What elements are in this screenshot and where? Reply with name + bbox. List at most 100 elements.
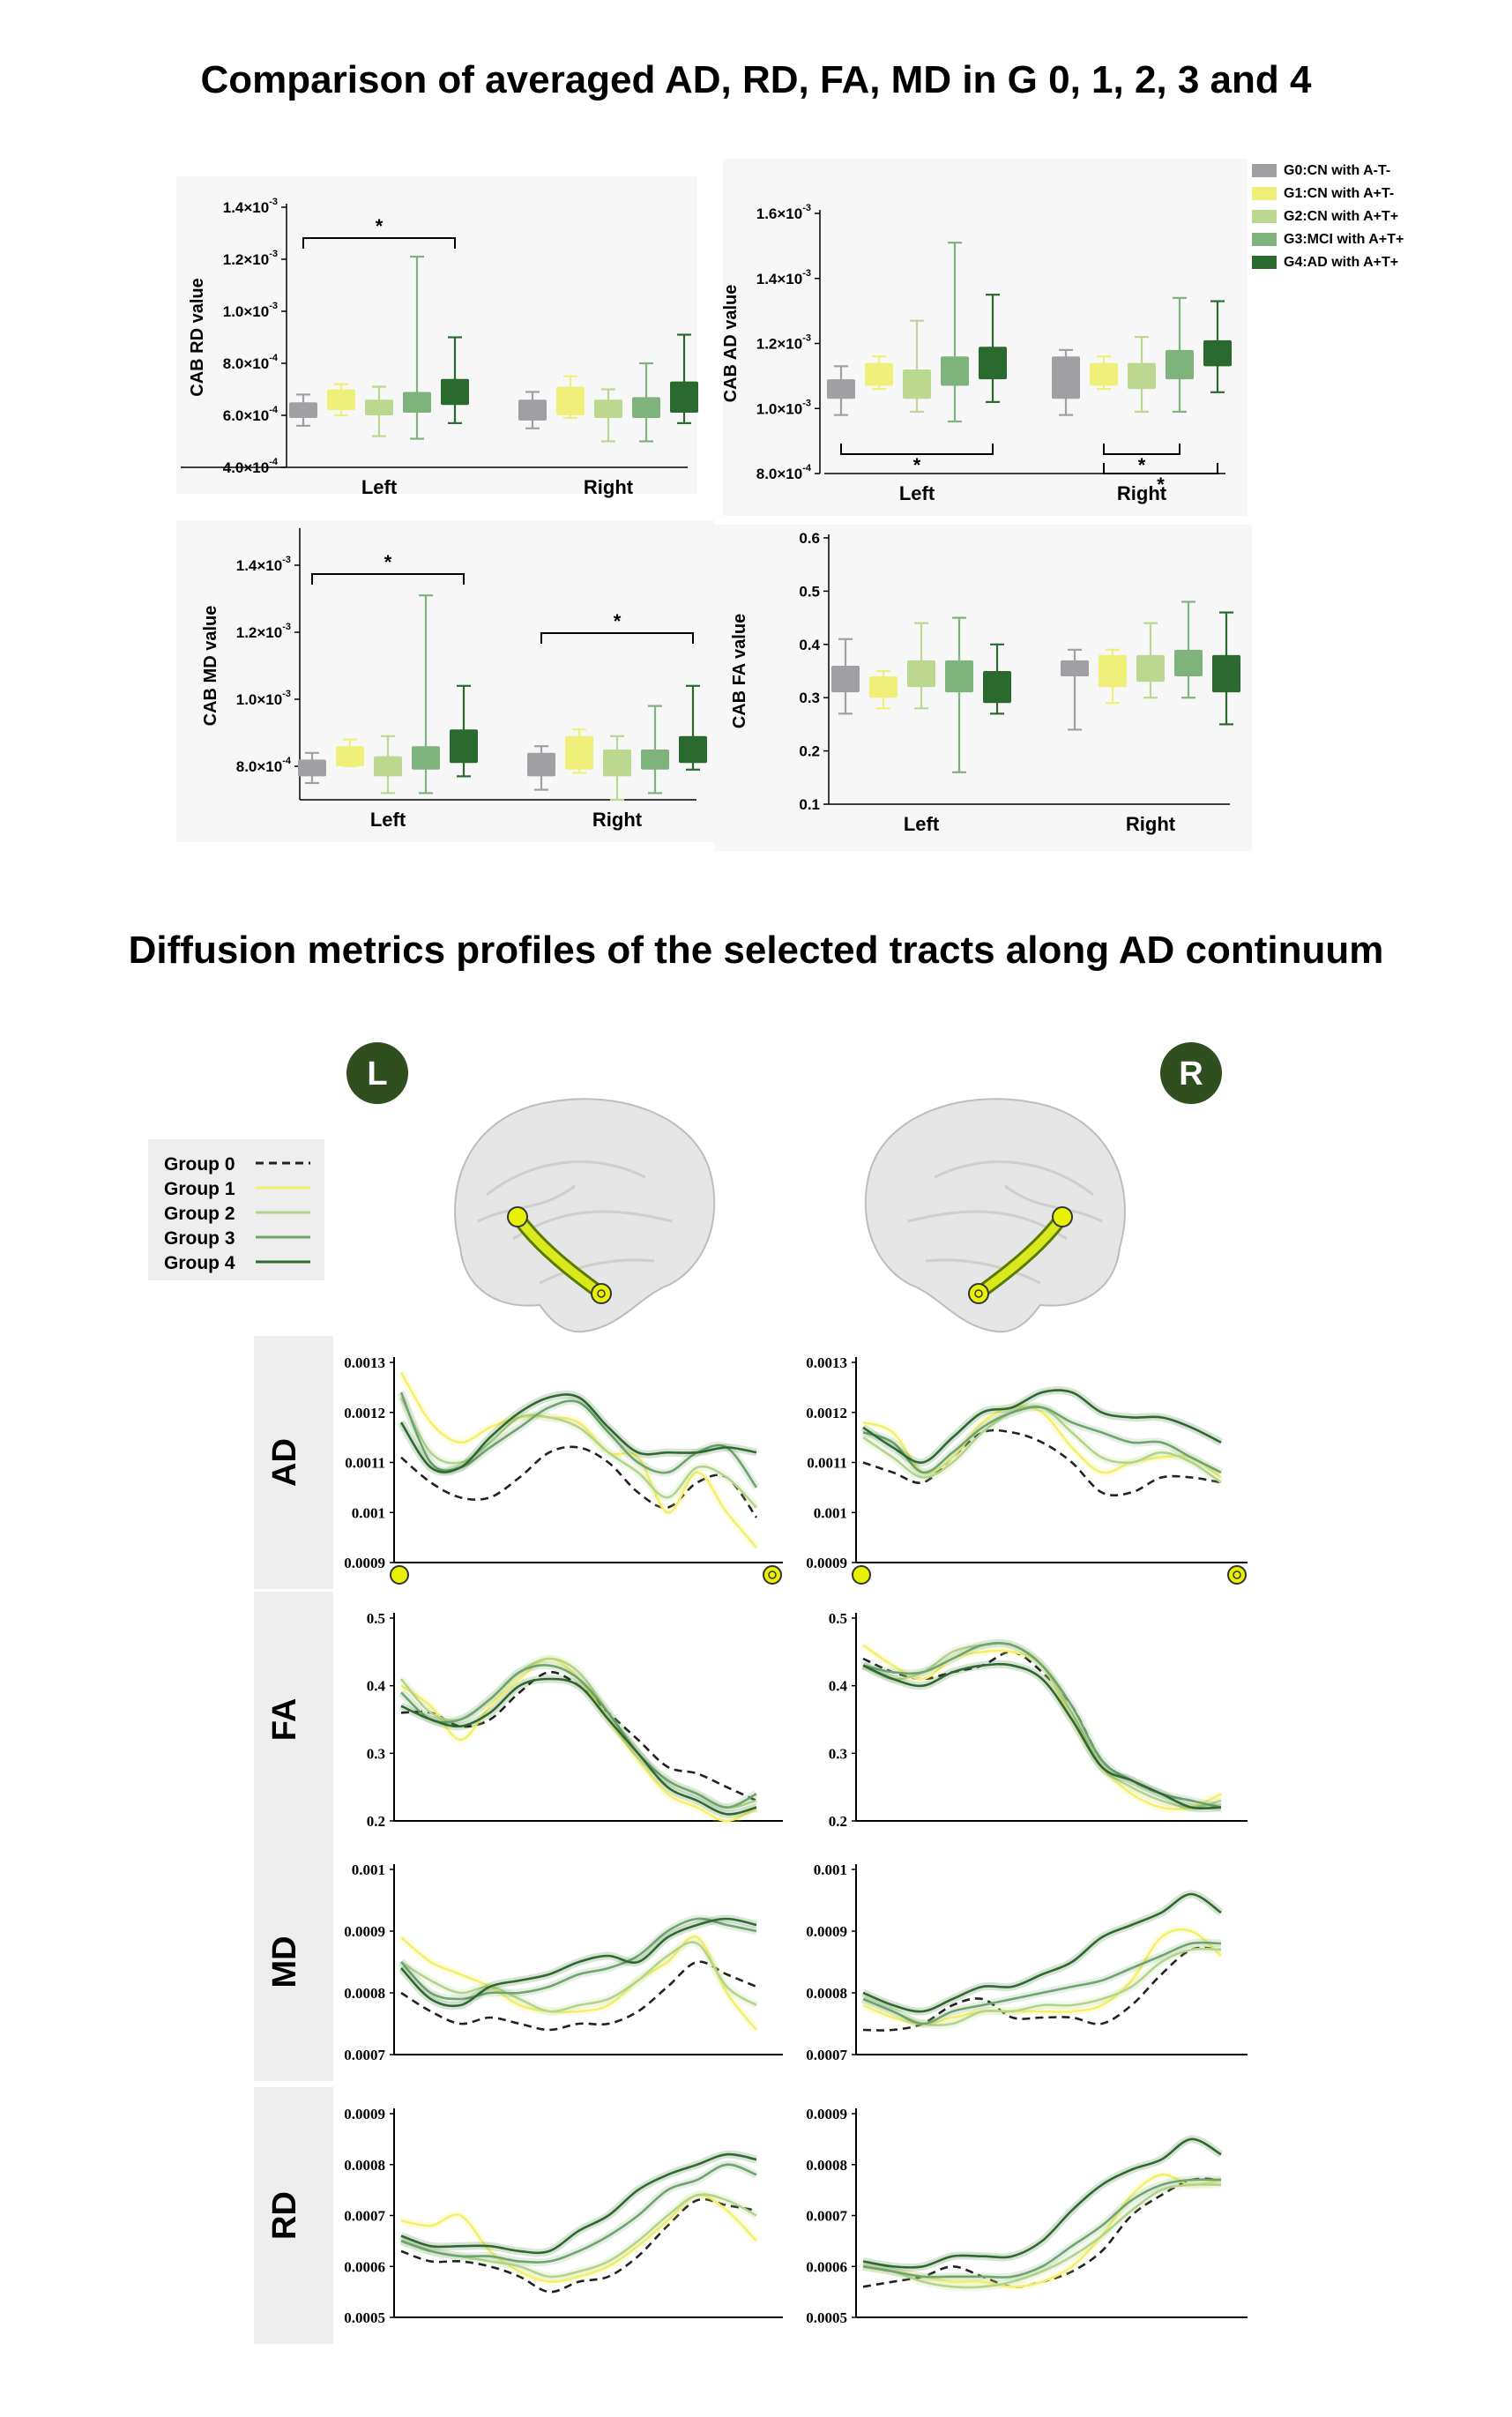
significance-star: * <box>1157 474 1165 496</box>
box-left-g3 <box>403 255 431 440</box>
series-line-g2 <box>400 2193 757 2279</box>
legend-swatch <box>1252 233 1277 246</box>
y-tick-label: 0.0009 <box>344 1923 385 1940</box>
y-tick-label: 0.0006 <box>344 2258 385 2275</box>
series-line-g4 <box>400 1677 757 1816</box>
box-body <box>1090 362 1118 386</box>
y-tick-label: 0.5 <box>799 583 820 600</box>
box-right-g0 <box>1061 648 1089 731</box>
box-right-g0 <box>518 391 547 429</box>
series-halo-g3 <box>862 2175 1222 2282</box>
row-label: FA <box>266 1698 303 1742</box>
box-right-g1 <box>1099 648 1127 705</box>
series-halo-g4 <box>862 2135 1224 2272</box>
y-tick-label: 8.0×10-4 <box>223 353 279 372</box>
y-tick-label: 0.3 <box>367 1745 385 1762</box>
tick-exponent: -3 <box>802 268 811 279</box>
box-left-g1 <box>327 383 355 417</box>
y-tick-label: 0.001 <box>814 1504 847 1521</box>
tract-highlight <box>974 1212 1067 1298</box>
series-line-g4 <box>399 1393 757 1473</box>
y-tick-label: 0.0005 <box>806 2309 847 2326</box>
profile-rd-left: 0.0005 0.0006 0.0007 0.0008 0.0009 <box>344 2106 783 2326</box>
profile-md-left: 0.0007 0.0008 0.0009 0.001 <box>344 1861 783 2063</box>
box-right-g2 <box>1136 622 1165 699</box>
y-tick-label: 0.0009 <box>806 1555 847 1571</box>
profile-row-md: MD0.00070.00080.00090.0010.00070.00080.0… <box>254 1843 1248 2081</box>
panel-background <box>176 176 696 494</box>
box-left-g2 <box>903 319 931 414</box>
category-label-left: Left <box>899 482 935 504</box>
box-body <box>518 399 547 421</box>
y-tick-label: 0.0009 <box>344 1555 385 1571</box>
significance-star: * <box>913 454 921 476</box>
box-right-g3 <box>632 362 660 443</box>
badge-circle <box>1160 1042 1222 1104</box>
box-body <box>450 729 478 764</box>
box-left-g0 <box>831 638 860 715</box>
y-tick-label: 0.2 <box>367 1813 385 1830</box>
y-axis-label: CAB MD value <box>201 606 220 727</box>
y-tick-label: 0.0011 <box>807 1455 847 1472</box>
tract-end-marker <box>763 1565 782 1585</box>
legend-label: G2:CN with A+T+ <box>1284 209 1398 224</box>
box-left-g2 <box>907 622 935 710</box>
tick-exponent: -3 <box>269 197 278 207</box>
series-line-g3 <box>862 1941 1222 2025</box>
tract-end-marker <box>591 1283 612 1304</box>
y-tick-label: 0.3 <box>829 1745 847 1762</box>
series-line-g4 <box>862 1892 1222 2013</box>
badge-label: R <box>1179 1056 1203 1093</box>
box-body <box>869 676 898 698</box>
y-tick-label: 0.0012 <box>344 1405 385 1421</box>
box-body <box>1136 654 1165 683</box>
y-tick-label: 1.0×10-3 <box>223 301 278 320</box>
box-body <box>1052 356 1080 399</box>
legend-swatch <box>1252 210 1277 223</box>
tick-exponent: -3 <box>802 333 811 344</box>
y-tick-label: 0.4 <box>829 1678 848 1695</box>
series-line-g4 <box>862 1662 1222 1810</box>
series-line-g1 <box>399 1371 757 1548</box>
box-body <box>670 381 698 414</box>
box-right-g1 <box>565 728 593 774</box>
y-tick-label: 0.0009 <box>806 2106 847 2122</box>
box-right-g0 <box>527 745 555 791</box>
box-body <box>979 347 1007 380</box>
y-tick-label: 0.0008 <box>806 2157 847 2174</box>
box-body <box>827 379 855 399</box>
y-tick-label: 0.4 <box>799 637 820 653</box>
brain-left-icon <box>454 1098 716 1333</box>
box-body <box>336 746 364 766</box>
legend-label: Group 3 <box>164 1228 235 1249</box>
box-body <box>556 386 585 415</box>
badge-label: L <box>367 1056 387 1093</box>
boxplot-fa: 0.1 0.2 0.3 0.4 0.5 0.6 CAB FA value Left Right <box>714 525 1252 851</box>
brain-sulci <box>477 1160 673 1285</box>
box-body <box>865 362 893 386</box>
y-tick-label: 0.1 <box>799 796 820 813</box>
y-tick-label: 0.0008 <box>806 1985 847 2002</box>
category-label-left: Left <box>361 476 398 498</box>
box-left-g2 <box>374 735 402 794</box>
significance-bracket <box>302 237 456 249</box>
series-line-g0 <box>400 1960 757 2032</box>
box-right-g4 <box>670 333 698 424</box>
box-body <box>565 735 593 770</box>
box-left-g3 <box>412 594 440 794</box>
box-right-g1 <box>1090 355 1118 391</box>
tick-exponent: -4 <box>282 756 292 766</box>
box-body <box>679 735 707 764</box>
y-tick-label: 0.3 <box>799 690 820 706</box>
profile-row-ad: AD0.00090.0010.00110.00120.00130.00090.0… <box>254 1336 1248 1589</box>
y-tick-label: 0.6 <box>799 530 820 547</box>
boxplot-rd: 4.0×10-4 6.0×10-4 8.0×10-4 1.0×10-3 1.2×10-3… <box>176 176 698 498</box>
row-label: RD <box>266 2191 303 2240</box>
y-tick-label: 0.0007 <box>806 2208 847 2225</box>
y-tick-label: 1.2×10-3 <box>756 333 811 353</box>
profile-fa-right: 0.2 0.3 0.4 0.5 <box>829 1610 1248 1830</box>
top-title: Comparison of averaged AD, RD, FA, MD in… <box>200 58 1312 101</box>
box-right-g3 <box>641 705 669 794</box>
row-label: MD <box>266 1936 303 1988</box>
